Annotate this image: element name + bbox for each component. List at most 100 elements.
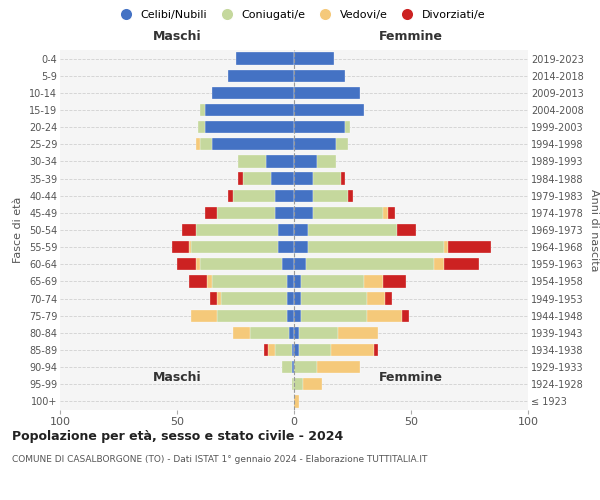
Bar [444,258,479,270]
Bar [289,326,294,339]
Bar [287,310,294,322]
Bar [374,344,378,356]
Bar [189,276,208,287]
Text: Popolazione per età, sesso e stato civile - 2024: Popolazione per età, sesso e stato civil… [12,430,343,443]
Bar [266,156,294,168]
Bar [182,224,196,236]
Bar [200,138,212,150]
Bar [294,310,301,322]
Bar [434,258,444,270]
Bar [200,258,283,270]
Bar [294,224,308,236]
Bar [294,138,336,150]
Bar [294,190,313,202]
Bar [189,241,191,254]
Bar [294,156,317,168]
Bar [205,121,294,134]
Bar [292,378,294,390]
Bar [294,206,313,219]
Bar [364,276,383,287]
Bar [301,292,367,304]
Bar [283,361,292,374]
Bar [385,292,392,304]
Bar [308,224,397,236]
Text: Femmine: Femmine [379,30,443,43]
Bar [205,206,217,219]
Bar [306,258,434,270]
Bar [278,241,294,254]
Text: Maschi: Maschi [152,30,202,43]
Bar [294,70,346,82]
Bar [210,292,217,304]
Bar [367,310,401,322]
Bar [196,224,278,236]
Bar [217,206,275,219]
Bar [275,190,294,202]
Bar [341,172,346,184]
Bar [229,190,233,202]
Bar [348,190,353,202]
Bar [294,172,313,184]
Bar [301,310,367,322]
Bar [275,344,292,356]
Bar [294,121,346,134]
Y-axis label: Fasce di età: Fasce di età [13,197,23,263]
Text: Femmine: Femmine [379,371,443,384]
Bar [212,138,294,150]
Bar [205,104,294,116]
Bar [242,172,271,184]
Bar [336,138,348,150]
Bar [233,326,250,339]
Bar [301,276,364,287]
Bar [294,241,308,254]
Bar [212,276,287,287]
Bar [294,378,304,390]
Bar [388,206,395,219]
Bar [338,326,378,339]
Bar [196,138,200,150]
Bar [238,172,242,184]
Bar [304,378,322,390]
Bar [292,361,294,374]
Bar [294,396,299,407]
Bar [294,326,299,339]
Bar [346,121,350,134]
Bar [172,241,188,254]
Bar [294,258,306,270]
Bar [235,52,294,64]
Bar [444,241,448,254]
Bar [313,190,348,202]
Bar [233,190,275,202]
Bar [221,292,287,304]
Bar [317,361,359,374]
Bar [299,344,331,356]
Bar [283,258,294,270]
Bar [317,156,336,168]
Bar [191,241,278,254]
Bar [299,326,338,339]
Bar [401,310,409,322]
Bar [294,276,301,287]
Bar [313,206,383,219]
Bar [294,104,364,116]
Bar [212,86,294,99]
Bar [177,258,196,270]
Bar [263,344,268,356]
Bar [383,206,388,219]
Bar [278,224,294,236]
Bar [367,292,385,304]
Bar [198,121,205,134]
Bar [294,86,359,99]
Bar [250,326,289,339]
Bar [217,292,221,304]
Bar [287,292,294,304]
Bar [196,258,200,270]
Bar [294,361,317,374]
Bar [448,241,491,254]
Bar [268,344,275,356]
Bar [383,276,406,287]
Bar [200,104,205,116]
Y-axis label: Anni di nascita: Anni di nascita [589,188,599,271]
Bar [331,344,374,356]
Bar [208,276,212,287]
